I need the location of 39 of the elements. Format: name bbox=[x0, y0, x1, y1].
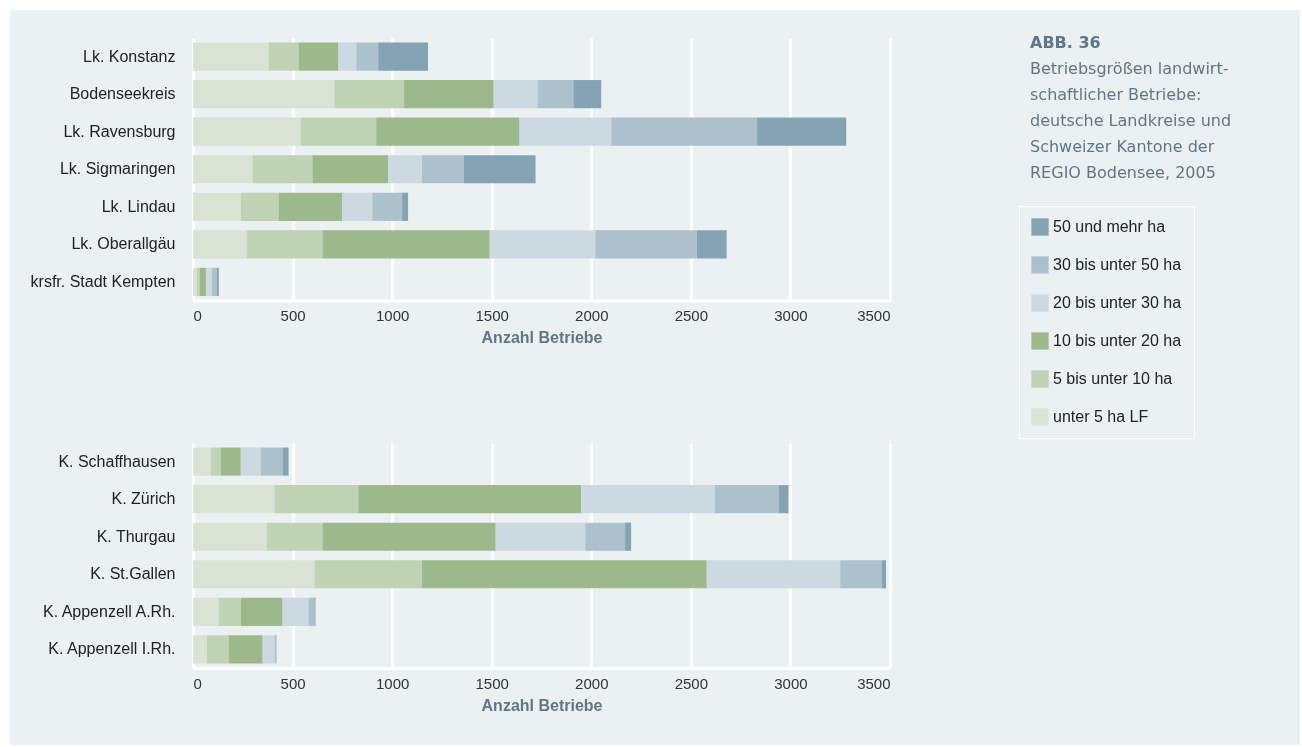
y-tick-label: krsfr. Stadt Kempten bbox=[30, 272, 176, 290]
x-tick-label: 1000 bbox=[375, 674, 410, 692]
x-axis-title: Anzahl Betriebe bbox=[481, 329, 603, 346]
y-tick-label: K. Thurgau bbox=[96, 527, 176, 545]
x-tick-label: 0 bbox=[193, 307, 202, 324]
legend-label: 5 bis unter 10 ha bbox=[1053, 370, 1173, 387]
legend-label: unter 5 ha LF bbox=[1053, 408, 1149, 425]
y-tick-label: Lk. Lindau bbox=[101, 197, 176, 215]
legend-label: 30 bis unter 50 ha bbox=[1053, 256, 1182, 273]
x-tick-label: 500 bbox=[280, 674, 306, 692]
y-tick-label: K. Zürich bbox=[111, 490, 176, 508]
x-tick-label: 500 bbox=[280, 307, 306, 324]
legend-label: 10 bis unter 20 ha bbox=[1053, 332, 1182, 349]
x-tick-label: 1500 bbox=[475, 674, 509, 692]
x-tick-label: 2000 bbox=[575, 674, 609, 692]
x-axis-title: Anzahl Betriebe bbox=[481, 696, 603, 714]
legend-label: 20 bis unter 30 ha bbox=[1053, 294, 1182, 311]
text: Betriebsgrößen landwirt-schaftlicher Betriebe: deutsche Landkreise und Schweizer Kantone der REGIO Bodensee, 2005 bbox=[1030, 58, 1233, 184]
x-tick-label: 1000 bbox=[375, 307, 410, 324]
legend-label: 50 und mehr ha bbox=[1053, 218, 1166, 235]
x-tick-label: 2500 bbox=[674, 674, 709, 692]
x-tick-label: 3500 bbox=[857, 674, 891, 692]
y-tick-label: Lk. Konstanz bbox=[83, 47, 176, 65]
y-tick-label: Lk. Ravensburg bbox=[63, 122, 176, 140]
y-tick-label: K. Schaffhausen bbox=[58, 452, 176, 470]
x-tick-label: 3000 bbox=[774, 307, 808, 324]
x-tick-label: 2500 bbox=[674, 307, 709, 324]
y-tick-label: Lk. Sigmaringen bbox=[59, 160, 176, 178]
x-tick-label: 0 bbox=[193, 674, 202, 692]
y-tick-label: K. St.Gallen bbox=[90, 565, 176, 583]
x-tick-label: 3500 bbox=[857, 307, 891, 324]
x-tick-label: 2000 bbox=[575, 307, 609, 324]
y-tick-label: Bodenseekreis bbox=[69, 85, 176, 103]
y-tick-label: Lk. Oberallgäu bbox=[71, 235, 176, 253]
x-tick-label: 1500 bbox=[475, 307, 509, 324]
y-tick-label: K. Appenzell A.Rh. bbox=[42, 602, 176, 620]
x-tick-label: 3000 bbox=[774, 674, 808, 692]
text: ABB. 36 bbox=[1030, 32, 1102, 54]
y-tick-label: K. Appenzell I.Rh. bbox=[48, 640, 176, 658]
